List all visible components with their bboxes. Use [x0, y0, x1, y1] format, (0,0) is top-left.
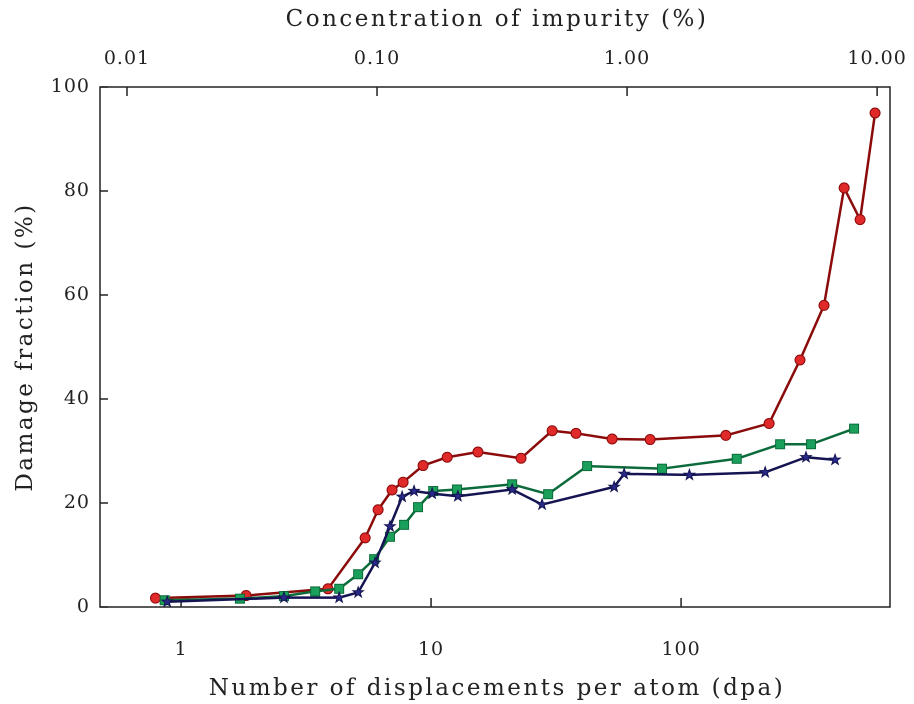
data-point	[794, 354, 806, 366]
data-point	[546, 425, 558, 437]
data-point	[720, 429, 732, 441]
y-axis-label: Damage fraction (%)	[12, 202, 38, 491]
top-tick-label: 0.10	[354, 47, 400, 69]
data-point	[441, 451, 453, 463]
data-point	[617, 466, 631, 480]
x-tick-label: 100	[661, 638, 700, 660]
data-point	[359, 532, 371, 544]
data-point	[368, 555, 382, 569]
data-point	[515, 452, 527, 464]
x-tick-label: 1	[175, 638, 188, 660]
y-tick-label: 0	[77, 595, 90, 617]
data-point	[395, 489, 409, 503]
data-point	[657, 463, 668, 474]
series-line	[155, 112, 877, 600]
x-tick-label: 10	[418, 638, 444, 660]
x-axis-label: Number of displacements per atom (dpa)	[209, 675, 785, 701]
y-tick-label: 20	[64, 491, 90, 513]
data-point	[425, 486, 439, 500]
data-point	[451, 489, 465, 502]
data-point	[828, 452, 842, 466]
top-axis-label: Concentration of impurity (%)	[286, 6, 709, 32]
top-tick-label: 1.00	[604, 47, 650, 69]
data-point	[160, 594, 174, 608]
plot-frame	[99, 86, 891, 608]
y-tick-label: 40	[64, 387, 90, 409]
data-point	[582, 461, 593, 472]
series-line	[167, 455, 836, 604]
data-point	[353, 569, 364, 580]
y-tick-label: 80	[64, 179, 90, 201]
data-point	[399, 519, 410, 530]
data-point	[806, 439, 817, 450]
data-point	[351, 585, 365, 599]
top-tick-label: 10.00	[847, 47, 906, 69]
data-point	[417, 460, 429, 472]
data-point	[818, 299, 830, 311]
data-point	[838, 182, 850, 194]
data-point	[763, 417, 775, 429]
data-point	[332, 590, 346, 604]
data-point	[849, 423, 860, 434]
data-point	[397, 476, 409, 488]
data-point	[472, 446, 484, 458]
data-point	[413, 502, 424, 513]
data-point	[535, 497, 549, 511]
data-point	[731, 453, 742, 464]
series-line	[164, 427, 855, 602]
data-point	[682, 467, 697, 481]
data-point	[310, 586, 321, 597]
data-point	[407, 484, 421, 497]
data-point	[869, 107, 881, 119]
data-point	[644, 434, 656, 446]
y-tick-label: 100	[51, 75, 90, 97]
data-point	[570, 427, 582, 439]
data-point	[505, 482, 519, 496]
data-point	[758, 465, 772, 479]
data-point	[775, 439, 786, 450]
data-point	[607, 479, 621, 493]
data-point	[543, 489, 554, 500]
y-tick-label: 60	[64, 283, 90, 305]
data-point	[383, 519, 397, 533]
data-point	[277, 590, 291, 604]
data-point	[606, 433, 618, 445]
top-tick-label: 0.01	[104, 47, 150, 69]
data-point	[854, 214, 866, 226]
data-point	[149, 592, 161, 604]
data-point	[372, 504, 384, 516]
data-point	[386, 484, 398, 496]
data-point	[799, 450, 813, 463]
